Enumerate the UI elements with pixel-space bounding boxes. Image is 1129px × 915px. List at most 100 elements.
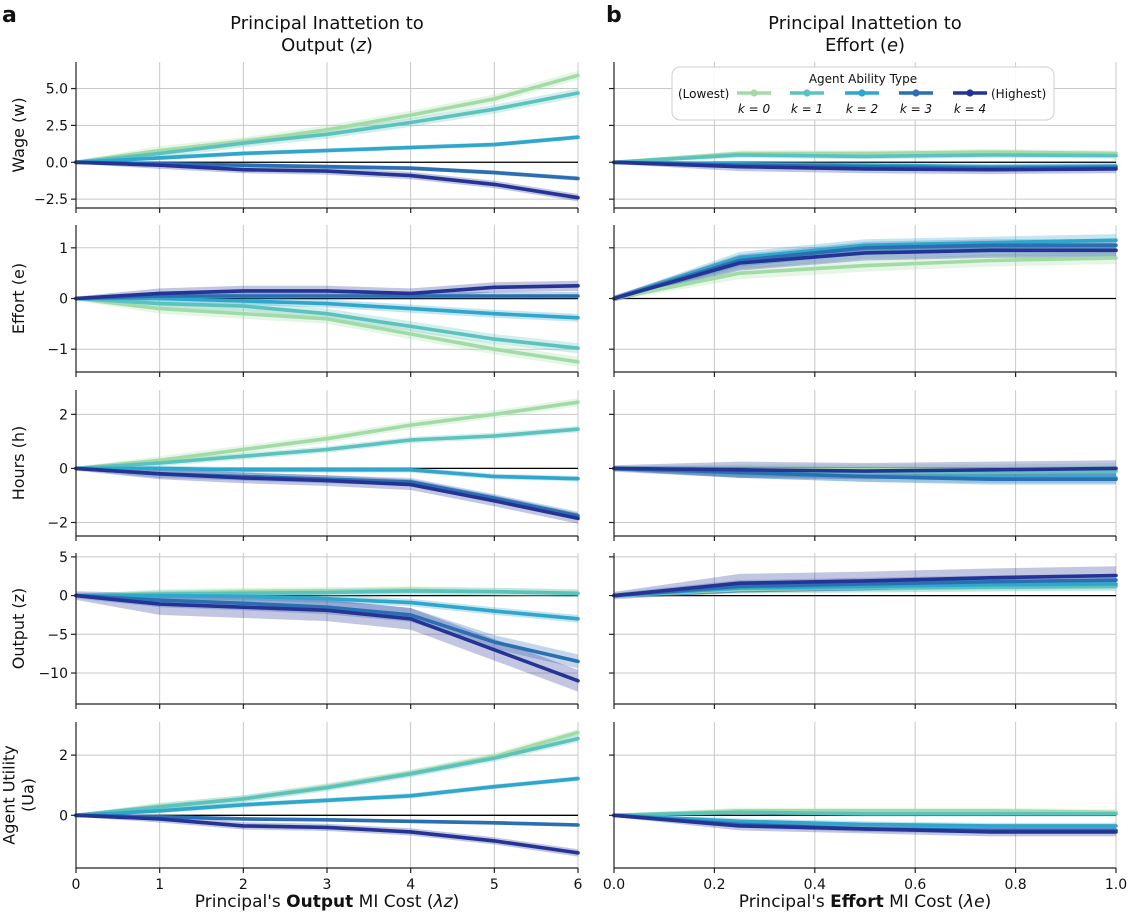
panel-letter-b: b [606, 3, 622, 28]
series-band-k4 [76, 591, 578, 692]
series-line-k2 [612, 813, 1118, 828]
series-line-k1 [612, 153, 1118, 165]
y-tick-label: 5.0 [46, 82, 68, 98]
y-tick-label: 1 [59, 241, 68, 257]
x-tick-label: 0.4 [804, 877, 826, 893]
column-title-b-line1: Principal Inattetion to [768, 13, 962, 34]
x-tick-label: 4 [406, 877, 415, 893]
y-tick-label: −2 [47, 515, 68, 531]
x-tick-label: 3 [323, 877, 332, 893]
x-tick-label: 6 [574, 877, 583, 893]
x-tick-label: 0.2 [703, 877, 725, 893]
y-tick-label: 0 [59, 292, 68, 308]
legend-marker-k0 [750, 89, 758, 97]
x-tick-label: 1 [155, 877, 164, 893]
y-tick-label: −10 [38, 666, 68, 682]
series-line-k4 [74, 466, 580, 521]
y-tick-label: −1 [47, 342, 68, 358]
y-tick-label: 5 [59, 550, 68, 566]
panel-a-row-2: −2 0 2 Hours (h) [9, 390, 580, 541]
legend-entry-label: k = 2 [846, 102, 878, 116]
column-title-a-line2: Output (z) [281, 35, 373, 56]
y-tick-label: 2 [59, 748, 68, 764]
series-line-k4 [612, 248, 1118, 301]
y-tick-label: 0 [59, 808, 68, 824]
series-line-k4 [612, 813, 1118, 834]
x-tick-label: 0 [72, 877, 81, 893]
series-line-k2 [74, 593, 580, 621]
series-line-k2 [74, 296, 580, 320]
panel-b-row-0 [609, 62, 1118, 213]
panel-b-row-3 [609, 553, 1118, 709]
legend-title: Agent Ability Type [809, 72, 917, 86]
legend-marker-k4 [966, 89, 974, 97]
series-band-k0 [76, 296, 578, 367]
panel-a-row-3: −10 −5 0 5 Output (z) [9, 550, 580, 709]
series-line-k0 [74, 400, 580, 471]
series-band-k3 [614, 814, 1116, 834]
y-axis-label: Output (z) [9, 588, 28, 670]
series-line-k2 [74, 466, 580, 481]
panel-b-row-4: 0.0 0.2 0.4 0.6 0.8 1.0 [603, 722, 1127, 893]
series-line-k1 [74, 91, 580, 165]
series-line-k3 [74, 294, 580, 301]
series-band-k3 [614, 239, 1116, 301]
legend-entry-label: k = 1 [791, 102, 823, 116]
series-band-k4 [76, 160, 578, 202]
y-tick-label: 0 [59, 589, 68, 605]
y-tick-label: 2.5 [46, 118, 68, 134]
legend-marker-k3 [912, 89, 920, 97]
series-line-k3 [612, 578, 1118, 598]
x-axis-label-b: Principal's Effort MI Cost (λe) [739, 892, 991, 912]
x-tick-label: 2 [239, 877, 248, 893]
series-band-k0 [76, 728, 578, 817]
column-title-a-line1: Principal Inattetion to [230, 13, 424, 34]
series-line-k4 [74, 593, 580, 683]
series-line-k0 [74, 73, 580, 165]
series-line-k4 [74, 283, 580, 301]
y-tick-label: −2.5 [34, 192, 68, 208]
panel-letter-a: a [2, 3, 17, 28]
x-tick-label: 0.6 [904, 877, 926, 893]
series-line-k4 [74, 813, 580, 855]
series-line-k0 [74, 296, 580, 364]
y-axis-label: Effort (e) [9, 263, 28, 334]
panel-a-row-4: 0 2 0 1 2 3 4 5 6 Agent Utility (Ua) [0, 722, 583, 893]
x-axis-label-a: Principal's Output MI Cost (λz) [195, 892, 459, 912]
legend-entry-label: k = 3 [900, 102, 932, 116]
y-tick-label: 0.0 [46, 155, 68, 171]
panel-b-row-1 [609, 225, 1118, 377]
series-line-k4 [612, 466, 1118, 473]
series-line-k1 [74, 736, 580, 818]
legend-marker-k1 [803, 89, 811, 97]
y-axis-label: (Ua) [19, 778, 38, 812]
y-tick-label: 2 [59, 407, 68, 423]
legend-marker-k2 [858, 89, 866, 97]
series-line-k1 [612, 810, 1118, 818]
series-line-k2 [74, 776, 580, 818]
series-line-k4 [612, 160, 1118, 172]
legend-right-text: (Highest) [991, 87, 1046, 101]
x-tick-label: 0.8 [1004, 877, 1026, 893]
series-line-k1 [74, 296, 580, 351]
series-band-k2 [76, 591, 578, 623]
series-line-k4 [612, 573, 1118, 598]
y-axis-label: Hours (h) [9, 426, 28, 501]
legend-entry-label: k = 4 [954, 102, 986, 116]
legend-left-text: (Lowest) [678, 87, 729, 101]
series-line-k2 [74, 135, 580, 165]
panel-a-row-1: −1 0 1 Effort (e) [9, 225, 580, 377]
series-band-k0 [76, 398, 578, 470]
series-line-k1 [74, 427, 580, 471]
series-line-k4 [74, 160, 580, 200]
legend-entry-label: k = 0 [738, 102, 771, 116]
series-line-k3 [74, 813, 580, 827]
panel-b-row-2 [609, 390, 1118, 541]
series-line-k3 [74, 593, 580, 664]
series-line-k0 [612, 256, 1118, 301]
legend: Agent Ability Type (Lowest) (Highest) k = 0… [671, 66, 1055, 121]
y-axis-label: Wage (w) [9, 97, 28, 172]
series-band-k4 [76, 813, 578, 857]
